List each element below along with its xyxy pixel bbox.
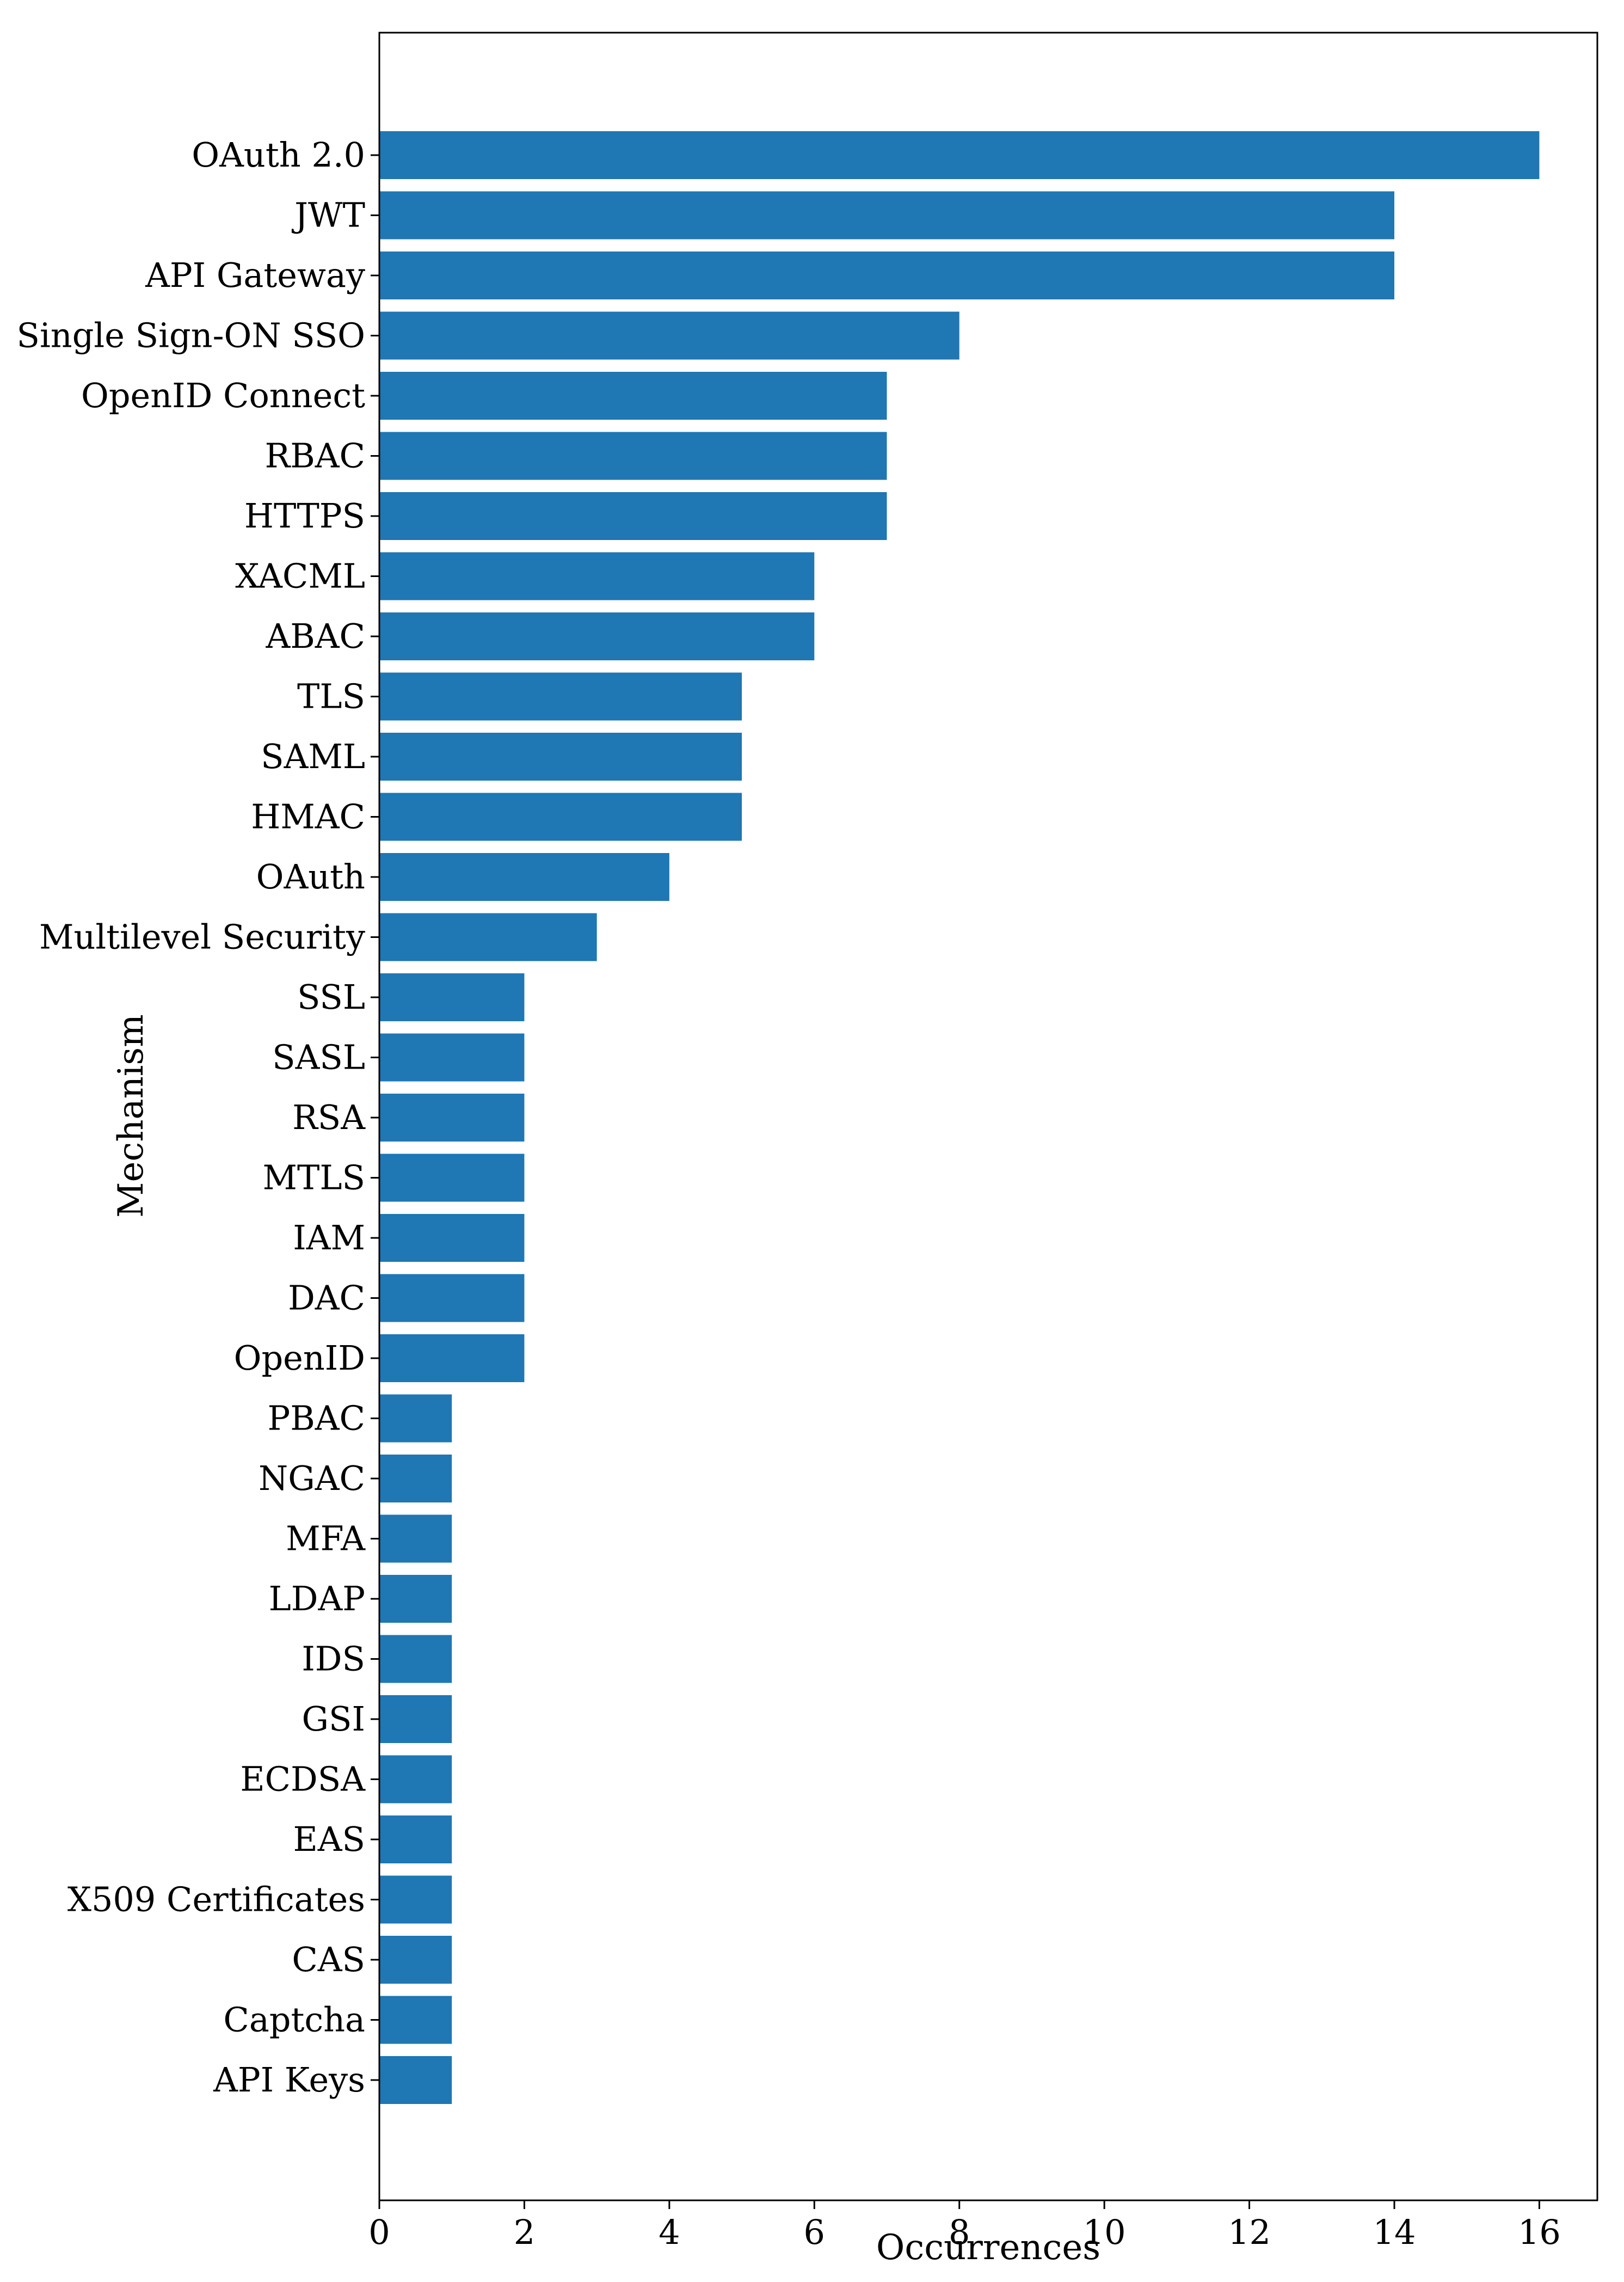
bar-hmac <box>379 793 742 841</box>
y-tick-label: CAS <box>292 1940 365 1979</box>
x-tick-label: 6 <box>804 2212 825 2252</box>
bar-sasl <box>379 1033 525 1082</box>
y-tick-label: OpenID <box>234 1338 365 1378</box>
bar-openid <box>379 1334 525 1382</box>
bar-mtls <box>379 1154 525 1202</box>
y-axis-ticks: OAuth 2.0 JWT API Gateway Single Sign-ON SS… <box>17 135 379 2100</box>
y-tick-label: MTLS <box>263 1158 365 1198</box>
bar-single-sign-on-sso <box>379 311 959 360</box>
x-tick-label: 16 <box>1518 2212 1561 2252</box>
bar-api-gateway <box>379 251 1394 299</box>
x-tick-label: 4 <box>659 2212 680 2252</box>
bar-multilevel-security <box>379 913 597 961</box>
y-tick-label: SAML <box>261 737 365 776</box>
bar-mfa <box>379 1514 452 1563</box>
y-tick-label: RSA <box>292 1097 366 1137</box>
bar-iam <box>379 1214 525 1262</box>
y-tick-label: IDS <box>302 1639 365 1679</box>
bar-ids <box>379 1635 452 1683</box>
bar-ssl <box>379 973 525 1021</box>
bar-ngac <box>379 1455 452 1502</box>
y-tick-label: DAC <box>288 1278 365 1318</box>
bar-rsa <box>379 1094 525 1142</box>
y-tick-label: OpenID Connect <box>81 376 365 415</box>
y-axis-title: Mechanism <box>111 1014 151 1218</box>
x-tick-label: 8 <box>949 2212 970 2252</box>
y-tick-label: Multilevel Security <box>39 917 365 957</box>
bar-pbac <box>379 1394 452 1443</box>
bar-https <box>379 492 887 540</box>
y-tick-label: ABAC <box>265 616 365 656</box>
y-tick-label: EAS <box>293 1819 365 1859</box>
bars-group <box>379 131 1540 2104</box>
y-tick-label: Captcha <box>223 2000 365 2040</box>
bar-tls <box>379 672 742 721</box>
y-tick-label: XACML <box>235 556 365 596</box>
bar-eas <box>379 1815 452 1863</box>
bar-cas <box>379 1936 452 1984</box>
bar-saml <box>379 733 742 781</box>
y-tick-label: OAuth <box>256 857 365 897</box>
x-tick-label: 10 <box>1083 2212 1126 2252</box>
x-tick-label: 0 <box>368 2212 390 2252</box>
y-tick-label: NGAC <box>259 1458 365 1498</box>
bar-api-keys <box>379 2056 452 2104</box>
bar-jwt <box>379 191 1394 240</box>
y-tick-label: LDAP <box>269 1579 365 1618</box>
y-tick-label: PBAC <box>268 1398 366 1438</box>
bar-captcha <box>379 1996 452 2044</box>
bar-oauth-2-0 <box>379 131 1540 179</box>
bar-rbac <box>379 432 887 480</box>
bar-gsi <box>379 1695 452 1743</box>
x-tick-label: 14 <box>1373 2212 1416 2252</box>
y-tick-label: API Keys <box>213 2060 365 2100</box>
y-tick-label: API Gateway <box>145 255 365 295</box>
y-tick-label: GSI <box>302 1699 366 1739</box>
plot-frame <box>378 32 1598 2201</box>
y-tick-label: MFA <box>286 1519 366 1559</box>
y-tick-label: IAM <box>293 1218 365 1257</box>
y-tick-label: HTTPS <box>244 496 365 536</box>
bar-openid-connect <box>379 372 887 420</box>
bar-abac <box>379 612 815 660</box>
y-tick-label: SSL <box>297 977 365 1017</box>
x-axis-title: Occurrences <box>876 2228 1100 2268</box>
y-tick-label: SASL <box>272 1038 365 1077</box>
y-tick-label: Single Sign-ON SSO <box>17 316 366 355</box>
bar-ecdsa <box>379 1755 452 1803</box>
y-tick-label: TLS <box>297 677 365 716</box>
bar-dac <box>379 1274 525 1322</box>
y-tick-label: JWT <box>291 195 365 235</box>
bar-x509-certificates <box>379 1875 452 1924</box>
bar-xacml <box>379 552 815 600</box>
y-tick-label: HMAC <box>251 797 365 837</box>
x-tick-label: 2 <box>514 2212 535 2252</box>
y-tick-label: OAuth 2.0 <box>192 135 365 175</box>
y-tick-label: ECDSA <box>240 1759 366 1799</box>
bar-ldap <box>379 1575 452 1623</box>
y-tick-label: X509 Certificates <box>67 1880 365 1919</box>
x-axis-ticks: 0 2 4 6 8 10 12 14 16 <box>368 2200 1561 2252</box>
y-tick-label: RBAC <box>265 436 365 476</box>
bar-oauth <box>379 853 669 901</box>
x-tick-label: 12 <box>1228 2212 1271 2252</box>
